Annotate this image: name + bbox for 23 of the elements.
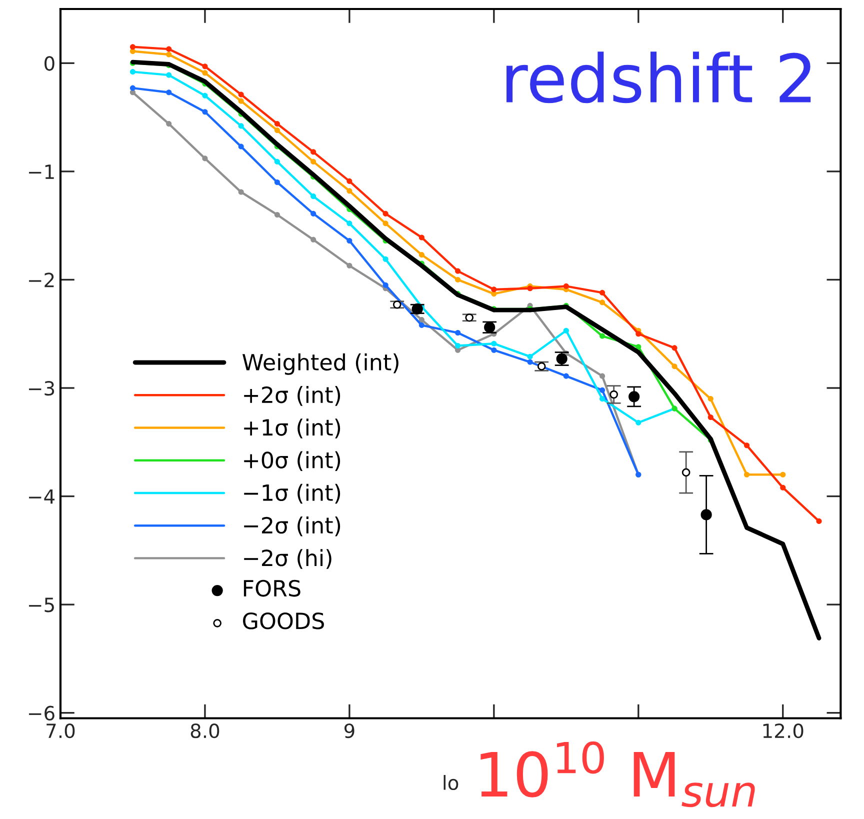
- x-tick-label: 8.0: [190, 723, 220, 738]
- legend-label: +0σ (int): [244, 451, 340, 472]
- y-tick-label: −4: [29, 489, 55, 504]
- legend-label: GOODS: [243, 612, 324, 630]
- y-tick-label: 0: [44, 56, 54, 71]
- legend-label: +2σ (int): [244, 386, 340, 406]
- y-tick-label: −2: [29, 272, 54, 288]
- x-tick-label: 9: [344, 723, 354, 738]
- y-tick-label: −3: [29, 380, 54, 396]
- x-tick-label: 7.0: [46, 723, 75, 738]
- x-axis-title: lo: [444, 775, 458, 790]
- legend-label: −1σ (int): [244, 484, 340, 504]
- y-tick-label: −1: [29, 164, 54, 179]
- legend-label: −2σ (hi): [244, 549, 332, 569]
- x-tick-label: 12.0: [763, 723, 804, 738]
- legend-label: FORS: [244, 580, 300, 597]
- y-tick-label: −5: [29, 598, 54, 612]
- legend-label: Weighted (int): [242, 353, 398, 375]
- legend-label: +1σ (int): [244, 418, 340, 438]
- y-tick-label: −6: [29, 706, 54, 721]
- legend-label: −2σ (int): [244, 516, 340, 536]
- annotation: redshift 2: [506, 52, 811, 104]
- text: 10$^{10}$ M$_{sun}$: [480, 741, 755, 808]
